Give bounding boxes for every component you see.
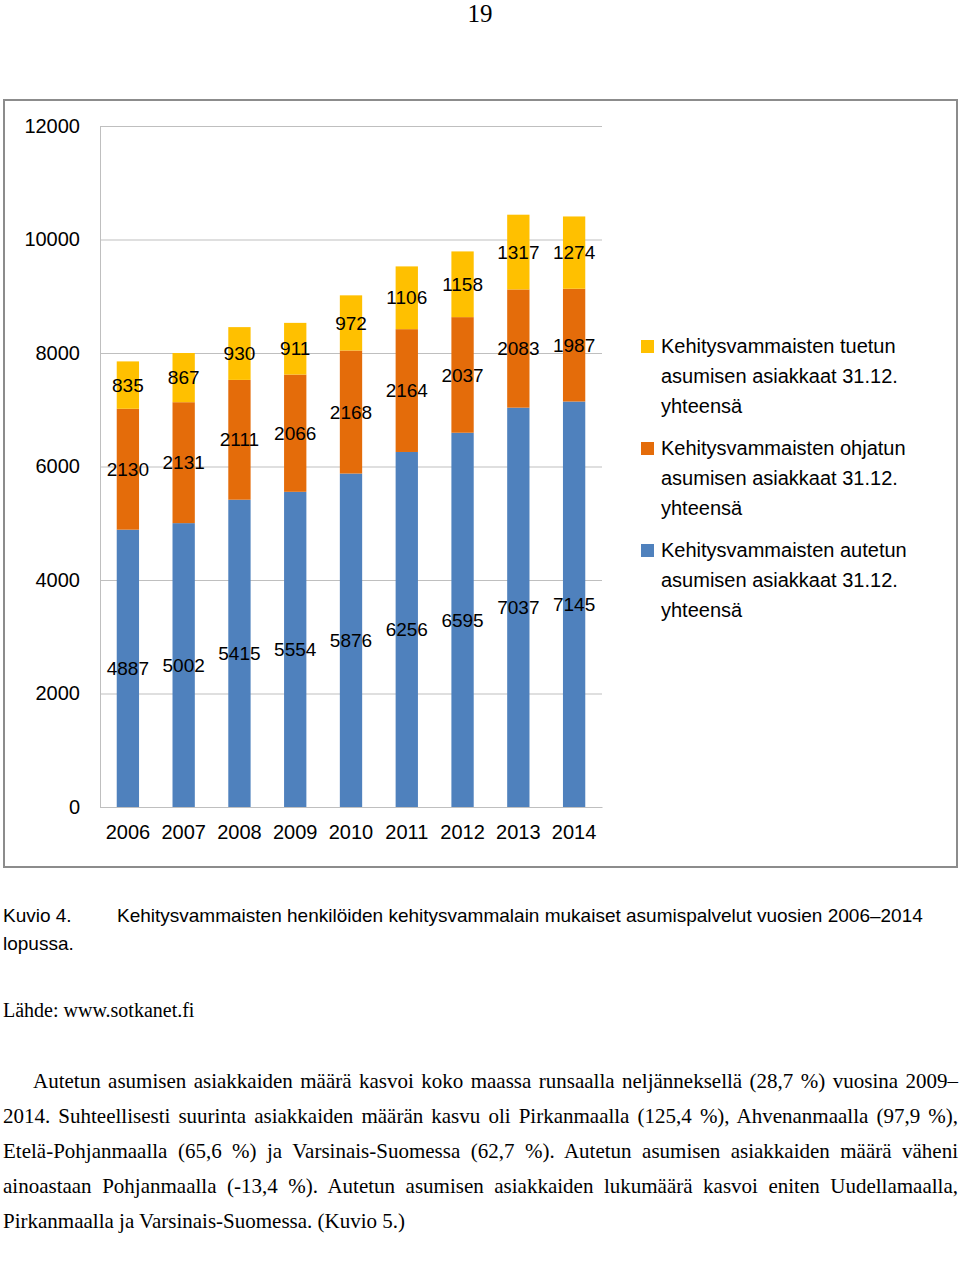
y-tick-label: 8000 <box>36 342 81 364</box>
data-label: 2168 <box>330 402 372 423</box>
legend-swatch <box>641 340 654 353</box>
y-tick-label: 6000 <box>36 455 81 477</box>
data-label: 2037 <box>441 365 483 386</box>
data-label: 1317 <box>497 242 539 263</box>
data-label: 2130 <box>107 459 149 480</box>
grid-line <box>100 807 602 808</box>
legend-item: Kehitysvammaisten ohjatunasumisen asiakk… <box>641 437 906 519</box>
legend-item: Kehitysvammaisten autetunasumisen asiakk… <box>641 539 907 621</box>
data-label: 835 <box>112 375 144 396</box>
x-tick-label: 2013 <box>496 821 541 843</box>
data-label: 867 <box>168 367 200 388</box>
data-label: 5876 <box>330 630 372 651</box>
legend-label: Kehitysvammaisten autetunasumisen asiakk… <box>661 539 907 621</box>
data-label: 7037 <box>497 597 539 618</box>
y-tick-label: 4000 <box>36 569 81 591</box>
data-label: 2066 <box>274 423 316 444</box>
x-axis: 2006 2007 2008 2009 2010 2011 2012 2013 2014 <box>101 807 603 843</box>
data-label: 5554 <box>274 639 317 660</box>
source: Lähde: www.sotkanet.fi <box>3 999 194 1022</box>
y-tick-label: 10000 <box>24 228 80 250</box>
legend: Kehitysvammaisten tuetunasumisen asiakka… <box>641 335 907 621</box>
bars <box>117 215 586 807</box>
legend-label: Kehitysvammaisten tuetunasumisen asiakka… <box>661 335 898 417</box>
page-number: 19 <box>0 0 960 28</box>
data-label: 1987 <box>553 335 595 356</box>
caption: Kuvio 4.Kehitysvammaisten henkilöiden ke… <box>3 902 960 958</box>
legend-swatch <box>641 544 654 557</box>
data-labels: 4887 5002 5415 5554 5876 6256 6595 7037 7145 2130… <box>107 242 596 679</box>
data-label: 1274 <box>553 242 596 263</box>
data-label: 911 <box>280 338 310 359</box>
data-label: 4887 <box>107 658 149 679</box>
x-tick-label: 2011 <box>385 821 428 843</box>
x-axis-line <box>101 807 603 808</box>
y-axis-line <box>101 127 603 808</box>
legend-item: Kehitysvammaisten tuetunasumisen asiakka… <box>641 335 898 417</box>
data-label: 2083 <box>497 338 539 359</box>
chart: 0200040006000800010000120002006200720082… <box>0 95 960 875</box>
data-label: 972 <box>335 313 367 334</box>
paragraph: Autetun asumisen asiakkaiden määrä kasvo… <box>3 1064 958 1239</box>
data-label: 6595 <box>441 610 483 631</box>
data-label: 6256 <box>386 619 428 640</box>
x-tick: 2009 <box>273 807 318 843</box>
x-tick-label: 2008 <box>217 821 262 843</box>
data-label: 2111 <box>220 429 259 450</box>
x-tick: 2014 <box>552 807 597 843</box>
x-tick-label: 2009 <box>273 821 318 843</box>
data-label: 1158 <box>442 274 483 295</box>
data-label: 930 <box>224 343 256 364</box>
x-tick: 2012 <box>440 807 485 843</box>
x-tick: 2011 <box>385 807 428 843</box>
chart-frame <box>4 100 957 867</box>
x-tick: 2010 <box>329 807 374 843</box>
y-tick-label: 0 <box>69 796 80 818</box>
y-tick-label: 12000 <box>24 115 80 137</box>
x-tick-label: 2012 <box>440 821 485 843</box>
legend-swatch <box>641 442 654 455</box>
data-label: 2164 <box>386 380 429 401</box>
grid-line <box>100 126 602 127</box>
x-tick-label: 2007 <box>161 821 206 843</box>
y-tick-label: 2000 <box>36 682 81 704</box>
x-tick: 2013 <box>496 807 541 843</box>
data-label: 5415 <box>218 643 260 664</box>
x-tick: 2007 <box>161 807 206 843</box>
y-tick: 12000 <box>24 115 602 137</box>
y-axis: 0 2000 4000 6000 8000 10000 12000 <box>24 115 602 818</box>
x-tick-label: 2006 <box>106 821 151 843</box>
data-label: 2131 <box>163 452 205 473</box>
data-label: 5002 <box>163 655 205 676</box>
caption-text: Kehitysvammaisten henkilöiden kehitysvam… <box>3 905 923 954</box>
data-label: 7145 <box>553 594 595 615</box>
x-tick-label: 2014 <box>552 821 597 843</box>
data-label: 1106 <box>386 287 427 308</box>
x-tick-label: 2010 <box>329 821 374 843</box>
legend-label: Kehitysvammaisten ohjatunasumisen asiakk… <box>661 437 906 519</box>
x-tick: 2006 <box>106 807 151 843</box>
x-tick: 2008 <box>217 807 262 843</box>
caption-label: Kuvio 4. <box>3 902 117 930</box>
